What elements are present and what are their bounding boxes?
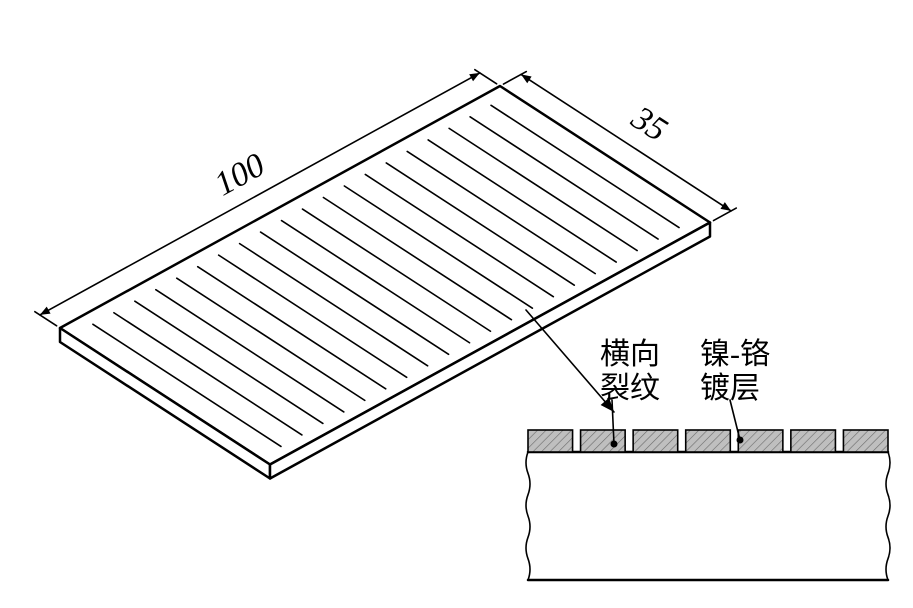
- coating-segment: [581, 430, 626, 452]
- diagram-canvas: 100 35 横向裂纹 镍-铬镀层: [0, 0, 913, 608]
- substrate-right-torn: [886, 452, 890, 580]
- dim-width-label: 35: [624, 99, 674, 149]
- coating-segment: [528, 430, 573, 452]
- leader-crack-dot: [611, 441, 618, 448]
- leader-coating-dot: [737, 437, 744, 444]
- label-coating-line1: 镍-铬: [700, 338, 770, 371]
- label-coating-line2: 镀层: [700, 372, 760, 405]
- dim-length-label: 100: [208, 146, 271, 203]
- leader-coating: [730, 400, 740, 440]
- label-crack-line1: 横向: [600, 338, 660, 371]
- coating-segment: [738, 430, 783, 452]
- label-crack-line2: 裂纹: [600, 372, 660, 405]
- substrate-left-torn: [526, 452, 530, 580]
- coating-segment: [843, 430, 888, 452]
- coating-segment: [686, 430, 731, 452]
- coating-segment: [791, 430, 836, 452]
- plate-isometric: 100 35: [35, 70, 736, 479]
- coating-segment: [633, 430, 678, 452]
